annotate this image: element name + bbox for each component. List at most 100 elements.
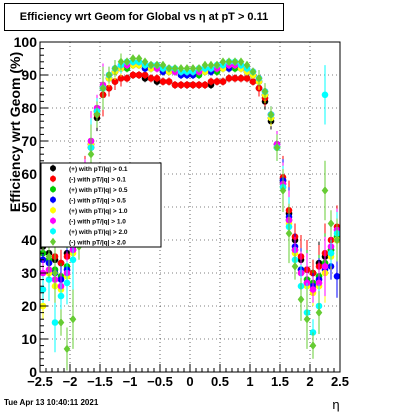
data-point (195, 81, 203, 89)
data-point (183, 64, 191, 73)
data-point (135, 54, 143, 63)
data-point (39, 286, 47, 293)
data-point (213, 60, 221, 70)
legend-entry: (+) with pT/|q| > 1.0 (69, 208, 128, 215)
data-point (51, 268, 59, 278)
data-point (99, 83, 107, 93)
data-point (117, 75, 125, 82)
legend-entry: (-) with pT/|q| > 0.5 (69, 197, 126, 204)
data-point (183, 81, 191, 89)
x-tick-label: −2 (63, 374, 78, 389)
data-point (273, 143, 281, 152)
legend-entry: (+) with pT/|q| > 2.0 (69, 229, 128, 236)
data-point (225, 75, 233, 82)
x-tick-label: −1.5 (87, 374, 113, 389)
data-point (105, 70, 113, 80)
legend-box (40, 162, 162, 248)
x-tick-label: −0.5 (147, 374, 173, 389)
data-point (315, 279, 323, 287)
y-tick-label: 90 (21, 67, 37, 83)
data-point (333, 235, 341, 245)
data-point (165, 64, 173, 73)
data-point (51, 319, 59, 326)
data-point (231, 75, 239, 82)
y-tick-label: 70 (21, 133, 37, 149)
data-point (321, 91, 329, 99)
data-point (159, 78, 167, 85)
legend-marker (50, 237, 56, 246)
data-point (219, 57, 227, 67)
y-tick-label: 40 (21, 232, 37, 248)
y-tick-label: 50 (21, 199, 37, 215)
data-point (93, 110, 101, 119)
data-point (189, 81, 197, 89)
data-point (225, 57, 233, 67)
data-point (201, 60, 209, 70)
x-tick-label: 0 (186, 374, 193, 389)
data-point (297, 295, 305, 304)
data-point (243, 60, 251, 70)
legend-marker (50, 217, 56, 224)
chart-title: Efficiency wrt Geom for Global vs η at p… (4, 3, 284, 31)
data-point (159, 60, 167, 70)
data-point (117, 57, 125, 67)
data-point (213, 78, 221, 85)
data-point (45, 252, 53, 261)
data-point (129, 54, 137, 63)
data-point (321, 263, 329, 270)
data-point (147, 60, 155, 70)
series-layer (39, 53, 341, 371)
data-point (153, 75, 161, 82)
data-point (135, 71, 143, 79)
data-point (261, 87, 269, 96)
data-point (243, 75, 251, 82)
data-point (63, 344, 71, 354)
data-point (207, 60, 215, 70)
data-point (57, 318, 65, 327)
data-point (255, 74, 263, 83)
data-point (123, 75, 131, 82)
x-tick-label: 2 (306, 374, 313, 389)
data-point (141, 71, 149, 79)
data-point (129, 71, 137, 79)
y-tick-label: 80 (21, 100, 37, 116)
data-point (111, 78, 119, 85)
data-point (45, 276, 53, 283)
legend: (+) with pT/|q| > 0.1 (-) with pT/|q| > 0… (40, 162, 162, 248)
data-point (105, 84, 113, 92)
data-point (123, 57, 131, 67)
legend-entry: (-) with pT/|q| > 1.0 (69, 218, 126, 225)
legend-entry: (+) with pT/|q| > 0.1 (69, 166, 128, 173)
data-point (285, 229, 293, 238)
data-point (321, 186, 329, 195)
x-tick-label: 1.5 (271, 374, 289, 389)
y-tick-label: 0 (29, 364, 37, 380)
data-point (171, 81, 179, 89)
y-axis-label: Efficiency wrt Geom (%) (7, 52, 23, 212)
data-point (177, 81, 185, 89)
data-point (165, 78, 173, 85)
data-point (231, 57, 239, 67)
x-tick-label: 0.5 (211, 374, 229, 389)
data-point (171, 64, 179, 73)
data-point (189, 64, 197, 73)
legend-entry: (-) with pT/|q| > 2.0 (69, 239, 126, 246)
data-point (309, 286, 317, 293)
data-point (279, 186, 287, 195)
y-tick-label: 100 (14, 34, 38, 50)
legend-marker (50, 186, 56, 193)
legend-marker (50, 165, 56, 172)
x-tick-label: −1 (123, 374, 138, 389)
data-point (177, 64, 185, 73)
data-point (63, 279, 71, 287)
data-point (315, 308, 323, 317)
data-point (303, 314, 311, 324)
y-tick-label: 60 (21, 166, 37, 182)
data-point (201, 81, 209, 89)
data-point (267, 110, 275, 119)
data-point (219, 78, 227, 85)
data-point (57, 292, 65, 300)
data-point (333, 273, 341, 280)
data-point (141, 57, 149, 67)
